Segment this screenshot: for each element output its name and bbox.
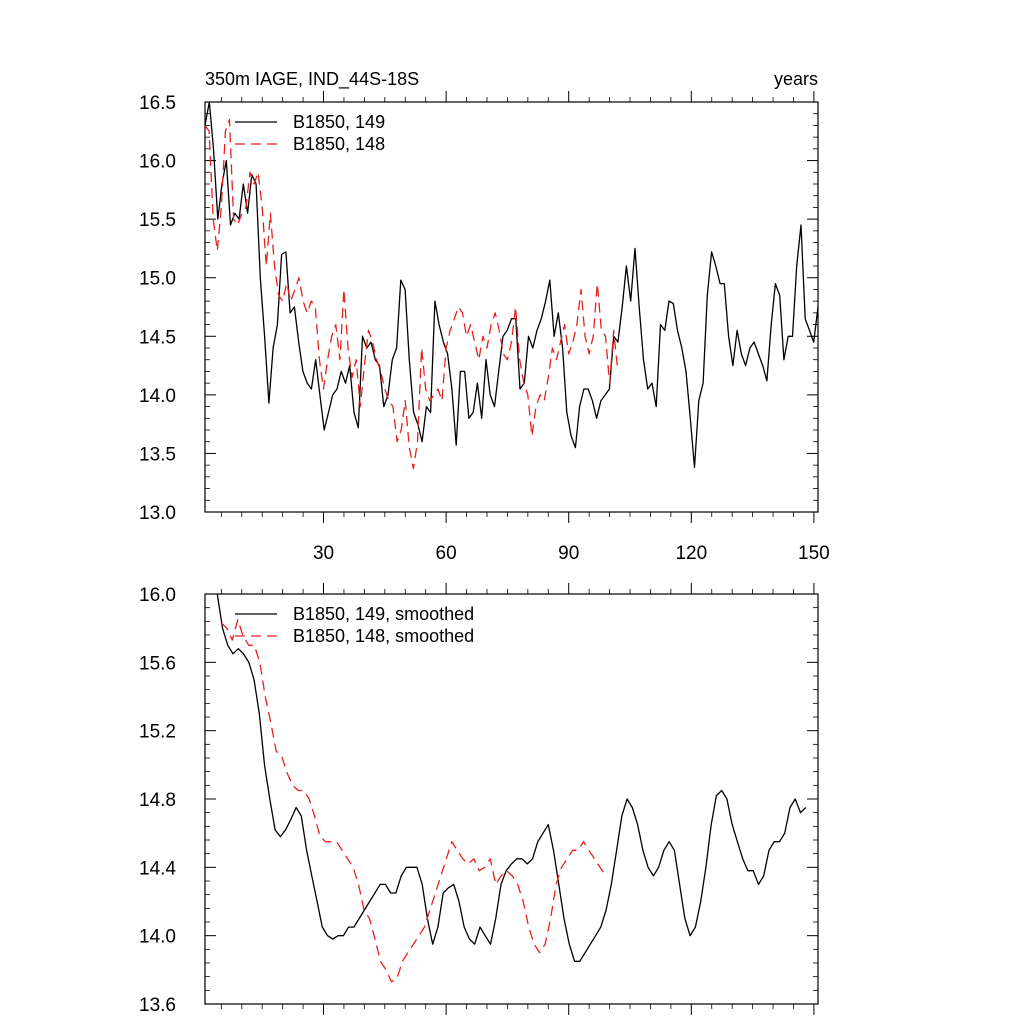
panel1-legend-label-1: B1850, 149 — [293, 112, 385, 132]
panel1-series-1-line — [205, 102, 818, 469]
panel2-ytick-label: 15.2 — [139, 722, 176, 743]
panel1-xtick-label: 90 — [558, 543, 579, 564]
panel2-ytick-label: 14.8 — [139, 790, 176, 811]
panel2-series-1-line — [216, 594, 807, 962]
panel1-title: 350m IAGE, IND_44S-18S — [205, 69, 419, 90]
panel2-ytick-label: 16.0 — [139, 585, 176, 606]
panel1-series-2-line — [205, 118, 619, 470]
panel2-ytick-label: 13.6 — [139, 995, 176, 1016]
panel1-xtick-label: 120 — [675, 543, 707, 564]
panel1-ytick-label: 13.5 — [139, 444, 176, 465]
panel1-xtick-label: 60 — [436, 543, 457, 564]
panel2-series-2-line — [220, 618, 607, 983]
panel1-xtick-label: 30 — [313, 543, 334, 564]
panel1-ytick-label: 15.0 — [139, 269, 176, 290]
panel1-xtick-label: 150 — [798, 543, 830, 564]
panel2-ytick-label: 14.0 — [139, 927, 176, 948]
panel1-ytick-label: 15.5 — [139, 210, 176, 231]
panel1-ytick-label: 16.5 — [139, 93, 176, 114]
panel1-legend-label-2: B1850, 148 — [293, 134, 385, 154]
panel1-ytick-label: 14.5 — [139, 327, 176, 348]
panel1-ytick-label: 16.0 — [139, 152, 176, 173]
panel2-plot-frame — [204, 593, 819, 1005]
panel2-ytick-label: 14.4 — [139, 858, 176, 879]
panel1-ytick-label: 13.0 — [139, 503, 176, 524]
panel1-ytick-label: 14.0 — [139, 386, 176, 407]
panel1-units-label: years — [774, 69, 818, 89]
panel2-ytick-label: 15.6 — [139, 653, 176, 674]
panel2-legend-label-2: B1850, 148, smoothed — [293, 626, 474, 646]
panel2-legend-label-1: B1850, 149, smoothed — [293, 604, 474, 624]
